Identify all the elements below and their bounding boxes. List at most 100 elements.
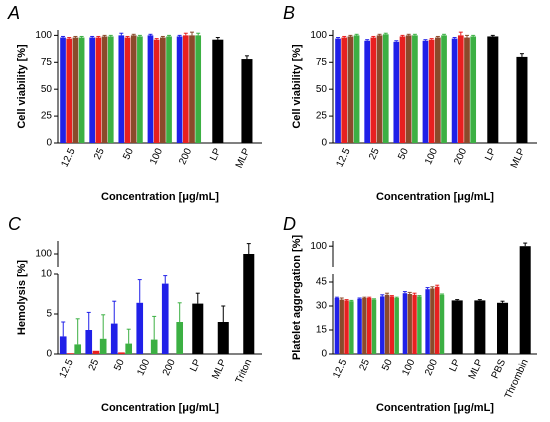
bar — [394, 298, 399, 354]
bar — [217, 322, 229, 354]
y-axis-title: Cell viability [%] — [291, 44, 303, 129]
y-tick-label: 5 — [46, 309, 52, 320]
y-tick-label: 25 — [41, 111, 53, 122]
bar — [376, 35, 383, 143]
bar — [124, 37, 131, 143]
bar — [393, 41, 400, 143]
bar — [160, 37, 166, 143]
x-axis-title: Concentration [μg/mL] — [376, 402, 494, 414]
y-axis-title: Cell viability [%] — [16, 44, 28, 129]
y-tick-label: 15 — [316, 325, 328, 336]
y-tick-label: 25 — [316, 111, 328, 122]
x-tick-label: 100 — [135, 357, 152, 377]
bar — [412, 35, 418, 143]
bar — [344, 300, 349, 354]
y-tick-label: 30 — [316, 301, 328, 312]
x-tick-label: 200 — [452, 146, 469, 166]
bar — [85, 330, 93, 354]
bar — [107, 36, 114, 144]
bar — [405, 35, 412, 143]
x-tick-label: 100 — [400, 357, 417, 377]
bar — [176, 36, 183, 144]
x-tick-label: LP — [448, 357, 463, 373]
bar — [435, 37, 441, 143]
bar — [241, 59, 253, 143]
bar — [176, 322, 184, 354]
bar — [147, 35, 154, 143]
bar — [212, 39, 224, 143]
x-tick-label: PBS — [490, 357, 509, 380]
x-tick-label: Triton — [234, 358, 255, 385]
y-tick-label: 0 — [46, 138, 52, 149]
y-tick-label: 75 — [41, 57, 53, 68]
y-tick-label: 100 — [35, 249, 52, 260]
x-tick-label: 25 — [92, 146, 107, 161]
bar — [367, 298, 372, 354]
bar — [457, 35, 464, 143]
bar — [470, 36, 477, 144]
bar — [243, 254, 255, 354]
bar — [362, 298, 367, 354]
bar — [72, 37, 79, 143]
bar — [357, 298, 362, 354]
bar — [334, 298, 340, 354]
panel-label: B — [283, 3, 295, 23]
bar — [389, 296, 395, 354]
bar — [439, 294, 445, 354]
bar — [78, 37, 85, 143]
bar — [89, 37, 96, 143]
bar — [417, 296, 422, 354]
x-tick-label: 50 — [112, 357, 127, 372]
bar — [425, 289, 430, 354]
bar — [353, 35, 360, 143]
bar — [118, 35, 125, 143]
bar — [137, 36, 143, 144]
bar — [371, 299, 377, 354]
bar — [182, 35, 189, 143]
bar — [67, 353, 74, 354]
y-tick-label: 100 — [35, 30, 52, 41]
x-axis-title: Concentration [μg/mL] — [376, 191, 494, 203]
bar — [101, 36, 108, 144]
bar — [136, 302, 144, 354]
y-tick-label: 100 — [310, 30, 327, 41]
x-tick-label: MLP — [234, 146, 253, 170]
bar — [399, 36, 406, 144]
bar — [189, 35, 195, 143]
panel-label: A — [7, 3, 20, 23]
x-tick-label: LP — [188, 357, 203, 373]
x-tick-label: 50 — [380, 357, 395, 372]
y-tick-label: 50 — [41, 84, 53, 95]
y-tick-label: 10 — [41, 269, 53, 280]
bar — [110, 323, 118, 354]
x-axis-title: Concentration [μg/mL] — [101, 191, 219, 203]
x-tick-label: LP — [483, 146, 498, 162]
bar — [130, 35, 137, 143]
bar — [364, 40, 371, 144]
y-tick-label: 100 — [310, 241, 327, 252]
x-tick-label: 25 — [357, 357, 372, 372]
x-tick-label: 12.5 — [331, 357, 349, 380]
bar — [451, 300, 463, 354]
panel-label: D — [283, 214, 296, 234]
x-tick-label: 100 — [148, 146, 165, 166]
bar — [92, 350, 100, 354]
bar — [384, 294, 390, 354]
x-tick-label: MLP — [210, 357, 229, 381]
bar — [66, 38, 73, 143]
bar — [161, 283, 169, 354]
bar — [347, 36, 354, 144]
bar — [422, 40, 429, 144]
x-axis-title: Concentration [μg/mL] — [101, 402, 219, 414]
bar — [428, 39, 435, 143]
bar — [380, 296, 385, 354]
bar — [402, 293, 408, 354]
bar — [412, 294, 417, 354]
y-tick-label: 0 — [321, 138, 327, 149]
bar — [497, 302, 509, 354]
bar — [382, 34, 389, 143]
bar — [407, 294, 412, 354]
x-tick-label: 25 — [87, 357, 102, 372]
bar — [195, 35, 202, 143]
